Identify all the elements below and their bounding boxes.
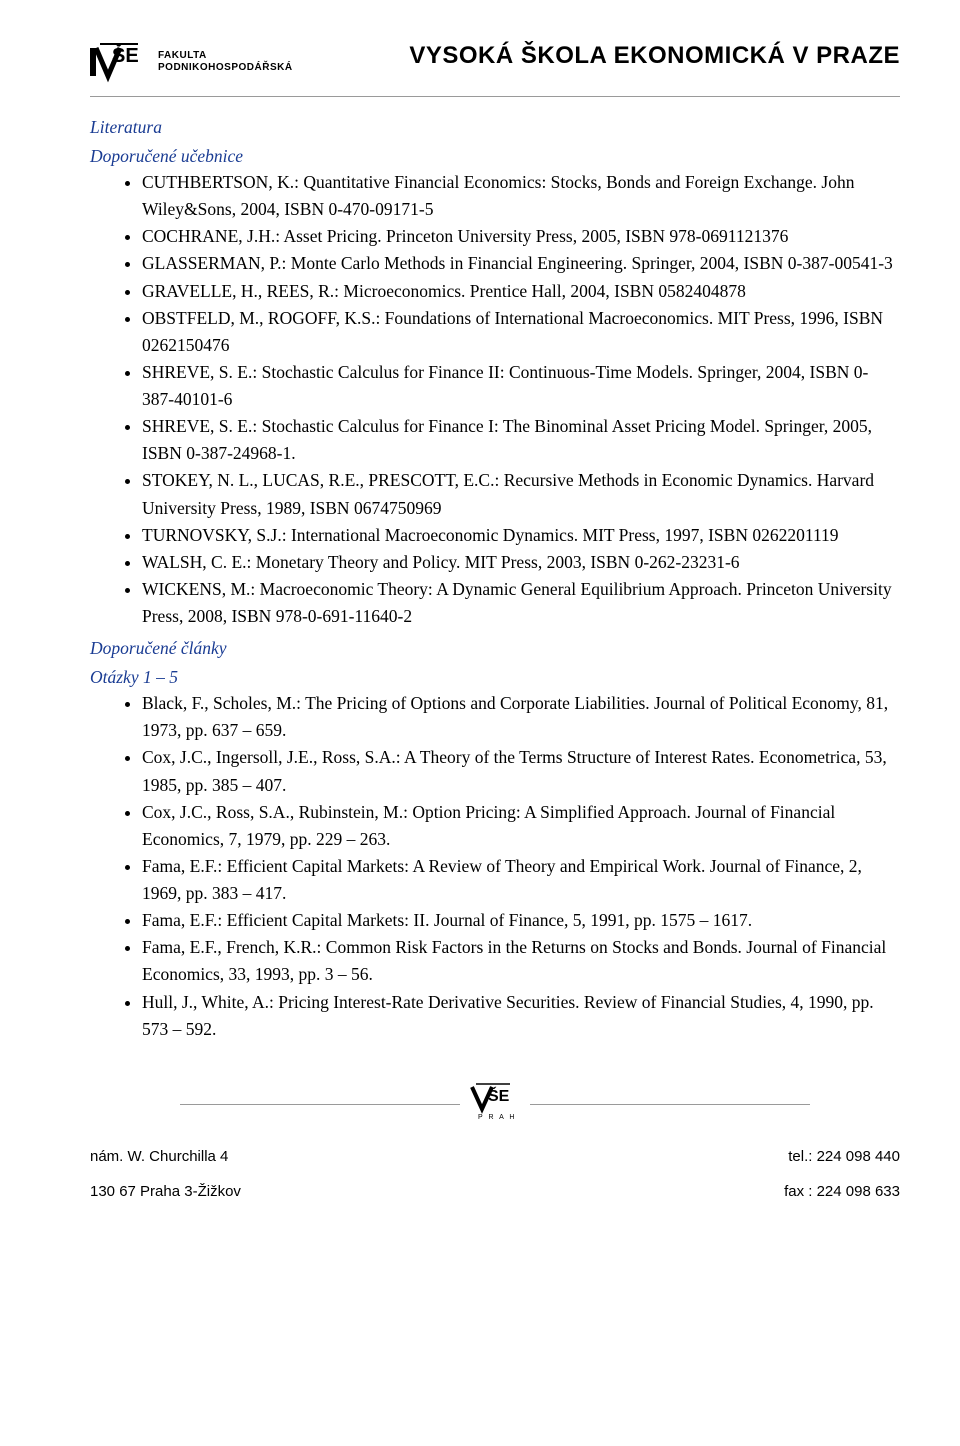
footer-address-2: 130 67 Praha 3-Žižkov <box>90 1183 241 1200</box>
ucebnice-list: CUTHBERTSON, K.: Quantitative Financial … <box>90 169 900 630</box>
footer-logo: ŠE P R A H A <box>470 1083 520 1126</box>
list-item: Hull, J., White, A.: Pricing Interest-Ra… <box>142 989 900 1043</box>
footer-tel: tel.: 224 098 440 <box>788 1148 900 1165</box>
list-item: Fama, E.F.: Efficient Capital Markets: I… <box>142 907 900 934</box>
footer-address-1: nám. W. Churchilla 4 <box>90 1148 228 1165</box>
list-item: Cox, J.C., Ross, S.A., Rubinstein, M.: O… <box>142 799 900 853</box>
faculty-label: FAKULTA PODNIKOHOSPODÁŘSKÁ <box>158 50 293 74</box>
footer-row-2: 130 67 Praha 3-Žižkov fax : 224 098 633 <box>90 1183 900 1200</box>
footer-divider-left <box>180 1104 460 1105</box>
vse-footer-icon: ŠE P R A H A <box>470 1083 520 1121</box>
list-item: STOKEY, N. L., LUCAS, R.E., PRESCOTT, E.… <box>142 467 900 521</box>
list-item: WICKENS, M.: Macroeconomic Theory: A Dyn… <box>142 576 900 630</box>
page-header: ŠE FAKULTA PODNIKOHOSPODÁŘSKÁ VYSOKÁ ŠKO… <box>90 40 900 84</box>
svg-text:P R A H A: P R A H A <box>478 1114 520 1121</box>
list-item: COCHRANE, J.H.: Asset Pricing. Princeton… <box>142 223 900 250</box>
list-item: Cox, J.C., Ingersoll, J.E., Ross, S.A.: … <box>142 744 900 798</box>
svg-text:ŠE: ŠE <box>488 1086 510 1105</box>
list-item: TURNOVSKY, S.J.: International Macroecon… <box>142 522 900 549</box>
footer-divider-right <box>530 1104 810 1105</box>
vse-logo-icon: ŠE <box>90 40 150 84</box>
list-item: Fama, E.F.: Efficient Capital Markets: A… <box>142 853 900 907</box>
header-divider <box>90 96 900 97</box>
otazky-heading: Otázky 1 – 5 <box>90 667 900 688</box>
list-item: SHREVE, S. E.: Stochastic Calculus for F… <box>142 413 900 467</box>
literatura-heading: Literatura <box>90 117 900 138</box>
list-item: GRAVELLE, H., REES, R.: Microeconomics. … <box>142 278 900 305</box>
page-footer: ŠE P R A H A nám. W. Churchilla 4 tel.: … <box>90 1083 900 1200</box>
list-item: GLASSERMAN, P.: Monte Carlo Methods in F… <box>142 250 900 277</box>
list-item: WALSH, C. E.: Monetary Theory and Policy… <box>142 549 900 576</box>
footer-row-1: nám. W. Churchilla 4 tel.: 224 098 440 <box>90 1148 900 1165</box>
header-logo-block: ŠE FAKULTA PODNIKOHOSPODÁŘSKÁ <box>90 40 293 84</box>
footer-fax: fax : 224 098 633 <box>784 1183 900 1200</box>
document-page: ŠE FAKULTA PODNIKOHOSPODÁŘSKÁ VYSOKÁ ŠKO… <box>0 0 960 1230</box>
ucebnice-heading: Doporučené učebnice <box>90 146 900 167</box>
clanky-list: Black, F., Scholes, M.: The Pricing of O… <box>90 690 900 1043</box>
institution-title: VYSOKÁ ŠKOLA EKONOMICKÁ V PRAZE <box>293 42 900 70</box>
faculty-line1: FAKULTA <box>158 50 293 62</box>
list-item: SHREVE, S. E.: Stochastic Calculus for F… <box>142 359 900 413</box>
faculty-line2: PODNIKOHOSPODÁŘSKÁ <box>158 62 293 74</box>
list-item: Black, F., Scholes, M.: The Pricing of O… <box>142 690 900 744</box>
list-item: CUTHBERTSON, K.: Quantitative Financial … <box>142 169 900 223</box>
svg-text:ŠE: ŠE <box>112 43 139 67</box>
list-item: OBSTFELD, M., ROGOFF, K.S.: Foundations … <box>142 305 900 359</box>
clanky-heading: Doporučené články <box>90 638 900 659</box>
list-item: Fama, E.F., French, K.R.: Common Risk Fa… <box>142 934 900 988</box>
